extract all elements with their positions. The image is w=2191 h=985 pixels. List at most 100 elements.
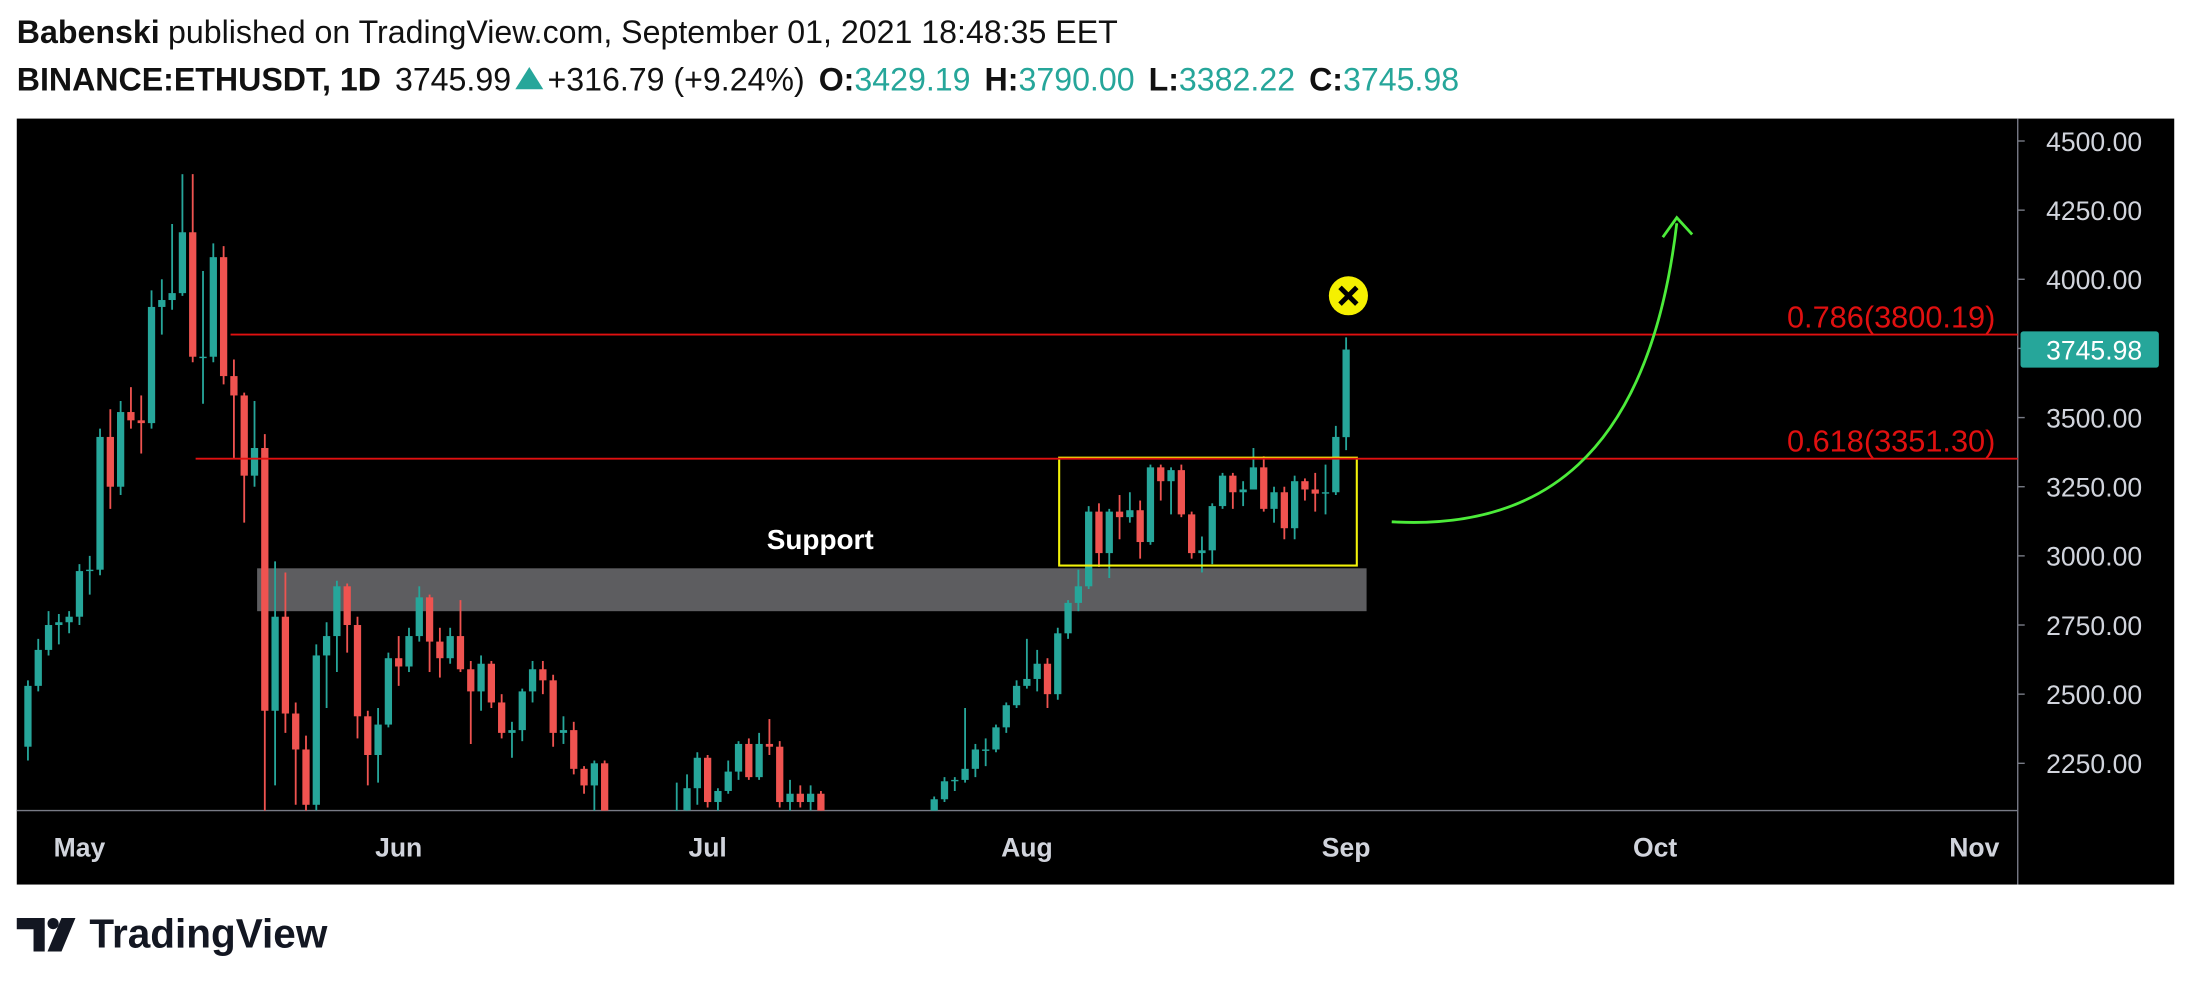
candle-body bbox=[549, 680, 557, 733]
candle-body bbox=[1033, 663, 1041, 679]
chart-background bbox=[16, 118, 2175, 885]
range-box bbox=[1058, 456, 1358, 567]
ohlc-value: 3790.00 bbox=[1018, 62, 1134, 98]
candle-body bbox=[1229, 475, 1237, 493]
y-tick-label: 2250.00 bbox=[2046, 749, 2142, 779]
candle-body bbox=[1321, 492, 1330, 494]
ohlc-label: O: bbox=[819, 62, 855, 98]
change: +316.79 (+9.24%) bbox=[547, 62, 804, 98]
candle-body bbox=[24, 685, 32, 747]
candle-body bbox=[1115, 511, 1124, 518]
x-marker-cross bbox=[1338, 285, 1359, 306]
candle-body bbox=[116, 412, 125, 487]
candle-body bbox=[425, 597, 434, 642]
candle-body bbox=[1198, 550, 1206, 554]
up-triangle bbox=[515, 66, 544, 90]
candle-body bbox=[1218, 475, 1227, 507]
x-tick-label: Sep bbox=[1322, 833, 1371, 863]
candle-body bbox=[178, 232, 187, 294]
candle-body bbox=[559, 730, 568, 733]
candle-body bbox=[127, 412, 135, 421]
candle-body bbox=[1290, 481, 1299, 529]
candle-body bbox=[415, 597, 423, 637]
candle-body bbox=[189, 232, 197, 357]
candle-body bbox=[528, 669, 537, 692]
y-tick-label: 3000.00 bbox=[2046, 542, 2142, 572]
candle-body bbox=[384, 658, 393, 725]
candle-body bbox=[539, 669, 547, 681]
x-tick-label: Aug bbox=[1001, 833, 1053, 863]
candle-body bbox=[158, 300, 166, 307]
candle-body bbox=[312, 655, 320, 805]
x-tick-label: Jun bbox=[375, 833, 422, 863]
candle-body bbox=[209, 257, 217, 357]
candle-body bbox=[1260, 467, 1268, 509]
candle-body bbox=[570, 730, 578, 769]
author: Babenski bbox=[17, 14, 160, 50]
plot-area bbox=[24, 174, 1367, 811]
last-price-label: 3745.98 bbox=[2046, 335, 2142, 365]
candle-body bbox=[1023, 678, 1031, 686]
candle-body bbox=[518, 691, 526, 731]
candle-body bbox=[776, 746, 784, 803]
ohlc-value: 3382.22 bbox=[1179, 62, 1295, 98]
candle-body bbox=[1095, 511, 1103, 554]
published: published on TradingView.com, September … bbox=[168, 14, 1118, 50]
candle-body bbox=[673, 810, 681, 811]
candle-body bbox=[992, 727, 1000, 750]
candle-body bbox=[498, 702, 506, 733]
candle-body bbox=[106, 436, 114, 487]
candle-body bbox=[353, 625, 362, 717]
candle-body bbox=[1311, 489, 1319, 494]
candle-body bbox=[230, 376, 238, 396]
fib-label: 0.786(3800.19) bbox=[1787, 300, 1995, 335]
candle-body bbox=[1105, 511, 1113, 554]
candle-body bbox=[240, 395, 248, 476]
candle-body bbox=[44, 625, 53, 650]
candle-body bbox=[765, 743, 774, 747]
candle-body bbox=[1208, 506, 1216, 551]
candle-body bbox=[487, 663, 496, 703]
candle-body bbox=[343, 586, 351, 626]
candle-body bbox=[333, 586, 341, 637]
arrow-head bbox=[1661, 215, 1694, 238]
candle-body bbox=[292, 713, 300, 750]
candle-body bbox=[1126, 510, 1134, 518]
y-tick-label: 2750.00 bbox=[2046, 611, 2142, 641]
candle-body bbox=[1332, 436, 1340, 493]
candle-body bbox=[86, 569, 94, 572]
fib-label: 0.618(3351.30) bbox=[1787, 424, 1995, 459]
ohlc-value: 3429.19 bbox=[854, 62, 970, 98]
candle-body bbox=[250, 448, 259, 476]
candle-body bbox=[34, 649, 42, 686]
candle-body bbox=[982, 749, 990, 751]
candle-body bbox=[65, 616, 73, 623]
candle-body bbox=[1249, 467, 1258, 490]
header-line-2: BINANCE:ETHUSDT, 1D 3745.99 +316.79 (+9.24… bbox=[17, 62, 1459, 98]
candle-body bbox=[1054, 633, 1062, 695]
candle-body bbox=[745, 743, 753, 778]
candle-body bbox=[75, 571, 84, 617]
candle-body bbox=[137, 420, 145, 424]
candle-body bbox=[261, 448, 269, 711]
candle-body bbox=[1342, 349, 1350, 438]
candle-body bbox=[1012, 685, 1021, 706]
candle-body bbox=[951, 779, 959, 782]
candle-body bbox=[147, 306, 156, 424]
candle-body bbox=[786, 793, 794, 803]
candle-body bbox=[817, 793, 825, 811]
candle-body bbox=[693, 757, 701, 789]
x-tick-label: Nov bbox=[1949, 833, 1999, 863]
candle-body bbox=[1239, 489, 1247, 493]
candle-body bbox=[1043, 663, 1052, 695]
candle-body bbox=[405, 636, 413, 667]
candle-body bbox=[806, 793, 815, 803]
candle-body bbox=[168, 293, 176, 301]
candle-body bbox=[1270, 492, 1278, 509]
candle-body bbox=[508, 730, 516, 733]
candle-body bbox=[467, 669, 475, 692]
candle-body bbox=[477, 663, 485, 692]
candle-body bbox=[364, 716, 372, 756]
candle-body bbox=[1167, 470, 1175, 482]
